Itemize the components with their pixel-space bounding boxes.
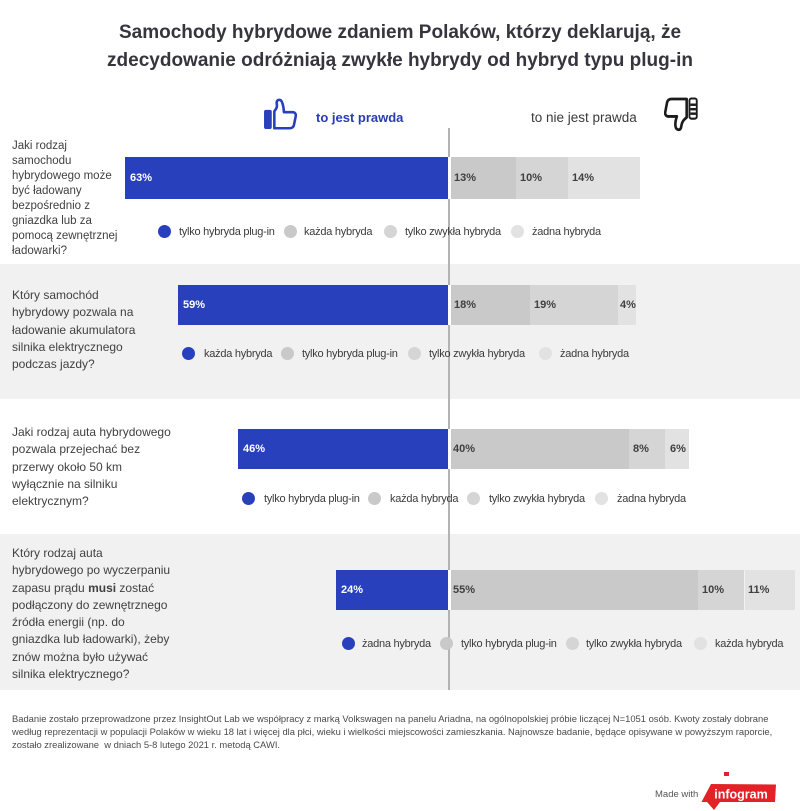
svg-text:infogram: infogram xyxy=(714,788,767,802)
